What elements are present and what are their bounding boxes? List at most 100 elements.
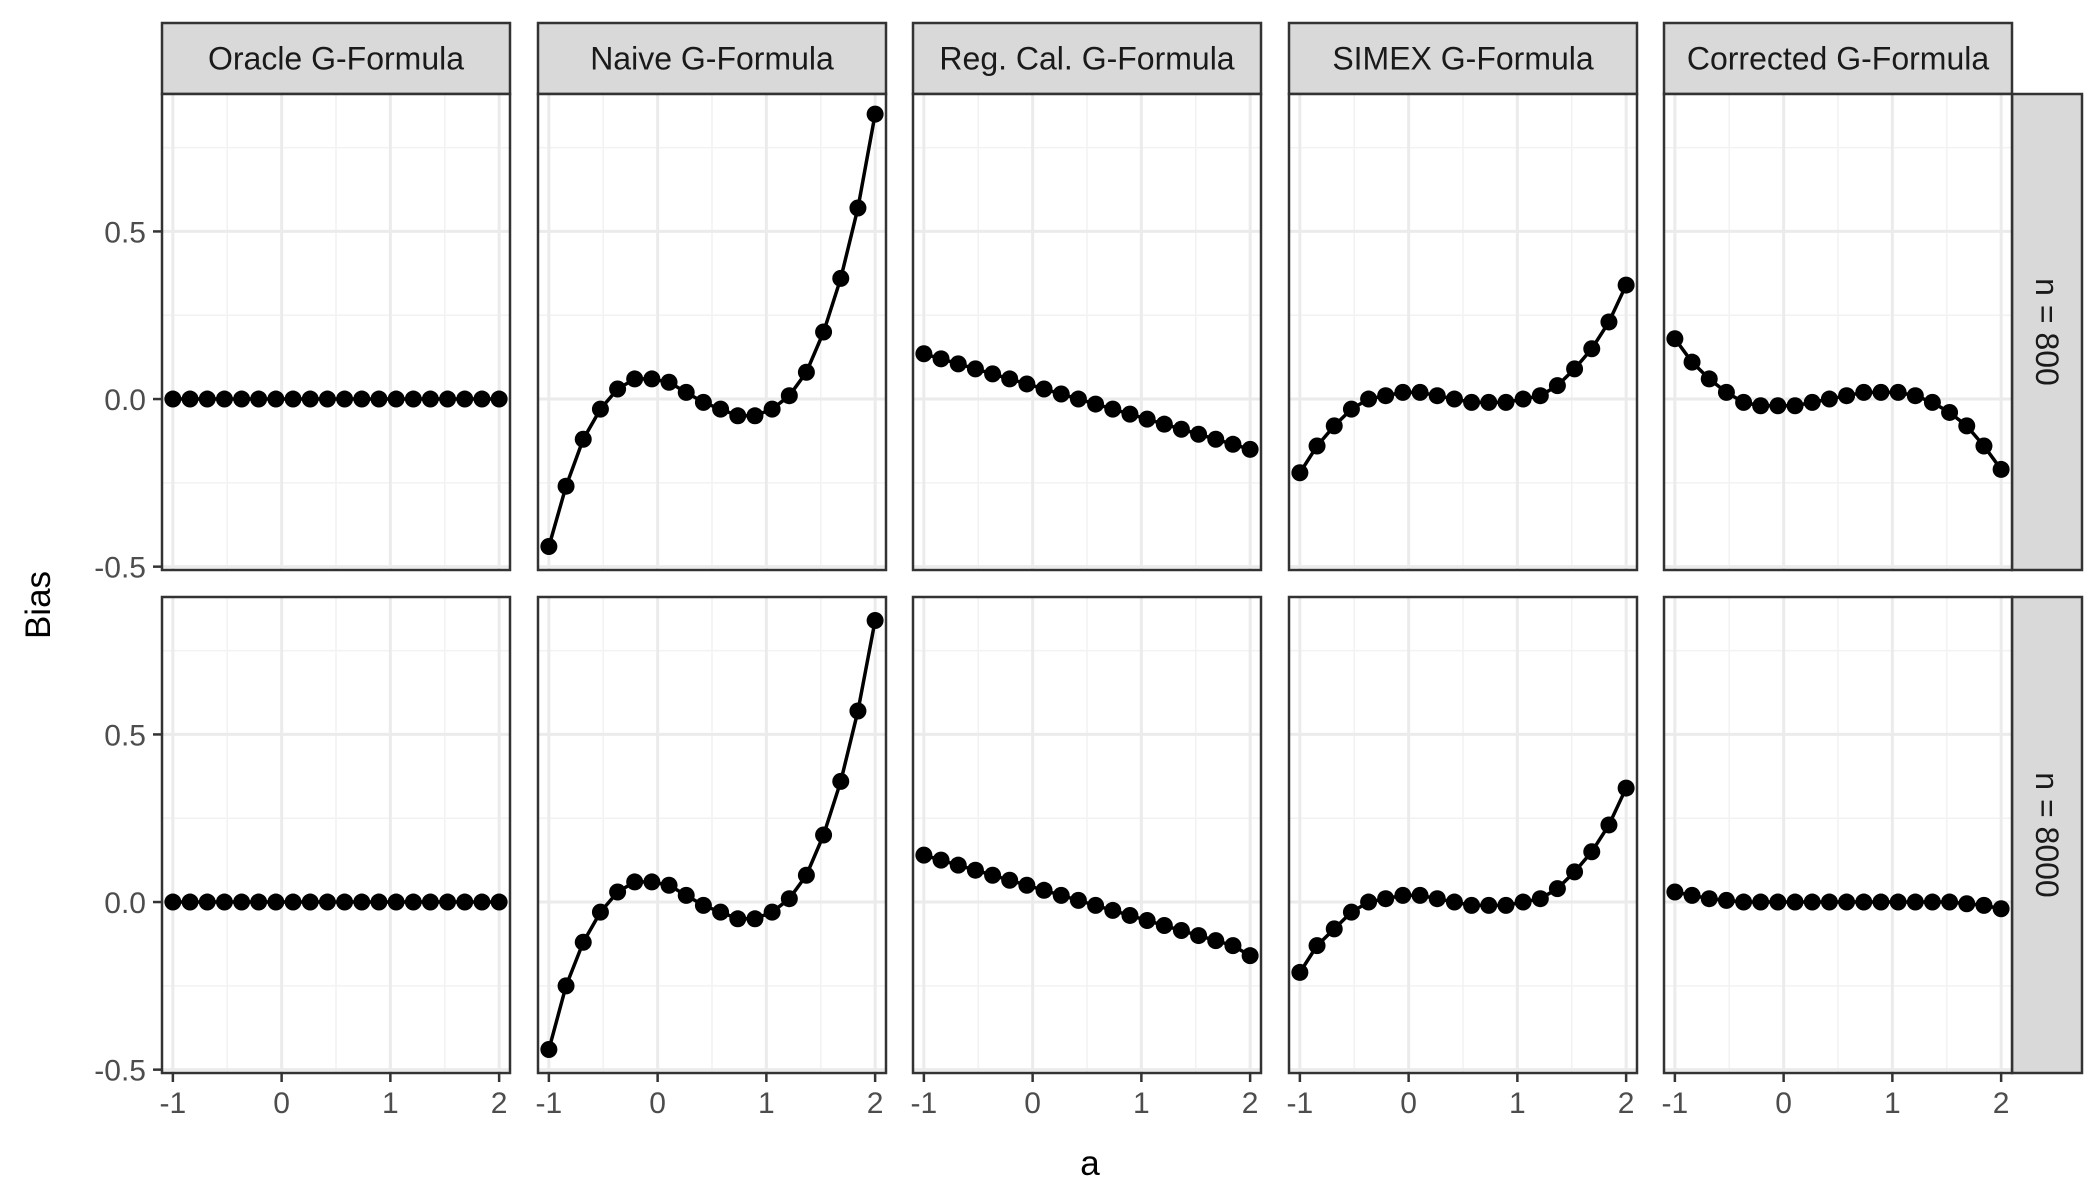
data-point (966, 861, 984, 879)
data-point (1820, 893, 1838, 911)
data-point (1889, 893, 1907, 911)
data-point (557, 977, 575, 995)
x-tick-label: -1 (536, 1087, 563, 1120)
data-point (1975, 437, 1993, 455)
data-point (1600, 816, 1618, 834)
data-point (1855, 383, 1873, 401)
row-strip-1: n = 800 (2010, 92, 2084, 572)
data-point (557, 477, 575, 495)
data-point (626, 370, 644, 388)
data-point (1666, 883, 1684, 901)
data-point (1497, 393, 1515, 411)
x-tick-label: 0 (649, 1087, 666, 1120)
panel-border (911, 92, 1263, 572)
x-tick-label: 1 (1509, 1087, 1526, 1120)
data-point (540, 1041, 558, 1059)
data-point (456, 390, 474, 408)
y-tick-label: 0.0 (104, 384, 146, 417)
data-point (1224, 435, 1242, 453)
data-point (1360, 390, 1378, 408)
panel-r2-c2 (536, 595, 888, 1075)
data-point (301, 893, 319, 911)
data-point (1325, 920, 1343, 938)
data-point (729, 910, 747, 928)
data-point (1735, 893, 1753, 911)
data-point (1172, 922, 1190, 940)
data-point (1342, 903, 1360, 921)
column-strip-label: Naive G-Formula (590, 41, 834, 77)
data-point (1683, 353, 1701, 371)
data-point (1600, 313, 1618, 331)
data-point (1087, 896, 1105, 914)
data-point (1855, 893, 1873, 911)
data-point (712, 400, 730, 418)
data-point (1872, 383, 1890, 401)
data-point (404, 893, 422, 911)
column-strip-label: SIMEX G-Formula (1332, 41, 1594, 77)
data-point (1906, 893, 1924, 911)
data-point (949, 355, 967, 373)
data-point (301, 390, 319, 408)
data-point (1566, 360, 1584, 378)
data-point (915, 345, 933, 363)
data-point (1035, 380, 1053, 398)
data-point (1224, 937, 1242, 955)
panel-r1-c1 (160, 92, 512, 572)
data-point (1291, 963, 1309, 981)
data-point (318, 893, 336, 911)
data-point (267, 893, 285, 911)
data-point (1992, 900, 2010, 918)
data-point (1941, 893, 1959, 911)
x-tick-label: 0 (1024, 1087, 1041, 1120)
data-point (780, 387, 798, 405)
data-point (729, 407, 747, 425)
data-point (1769, 893, 1787, 911)
x-tick-label: 2 (867, 1087, 884, 1120)
data-point (284, 893, 302, 911)
column-strip-3: Reg. Cal. G-Formula (911, 21, 1263, 96)
data-point (1803, 893, 1821, 911)
data-point (1975, 896, 1993, 914)
data-point (336, 893, 354, 911)
y-tick-label: -0.5 (94, 1055, 146, 1088)
data-point (1190, 927, 1208, 945)
data-point (746, 407, 764, 425)
data-point (387, 893, 405, 911)
data-point (694, 896, 712, 914)
data-point (677, 383, 695, 401)
panel-border (1287, 595, 1639, 1075)
data-point (1155, 917, 1173, 935)
data-point (370, 390, 388, 408)
data-point (404, 390, 422, 408)
data-point (1463, 896, 1481, 914)
data-point (1241, 947, 1259, 965)
data-point (1566, 863, 1584, 881)
data-point (1889, 383, 1907, 401)
data-point (233, 893, 251, 911)
panel-r1-c3 (911, 92, 1263, 572)
y-tick-label: 0.5 (104, 216, 146, 249)
data-point (1548, 377, 1566, 395)
data-point (1018, 375, 1036, 393)
data-point (660, 373, 678, 391)
y-tick-label: -0.5 (94, 552, 146, 585)
x-tick-label: 2 (1993, 1087, 2010, 1120)
panel-r1-c4 (1287, 92, 1639, 572)
data-point (387, 390, 405, 408)
data-point (336, 390, 354, 408)
data-point (181, 893, 199, 911)
data-point (473, 390, 491, 408)
data-point (591, 903, 609, 921)
data-point (1958, 895, 1976, 913)
panel-r2-c1 (160, 595, 512, 1075)
data-point (1480, 393, 1498, 411)
data-point (540, 538, 558, 556)
data-point (1617, 779, 1635, 797)
panel-border (160, 92, 512, 572)
column-strip-2: Naive G-Formula (536, 21, 888, 96)
data-point (1617, 276, 1635, 294)
data-point (198, 390, 216, 408)
panel-border (1662, 92, 2014, 572)
x-tick-label: 2 (1618, 1087, 1635, 1120)
